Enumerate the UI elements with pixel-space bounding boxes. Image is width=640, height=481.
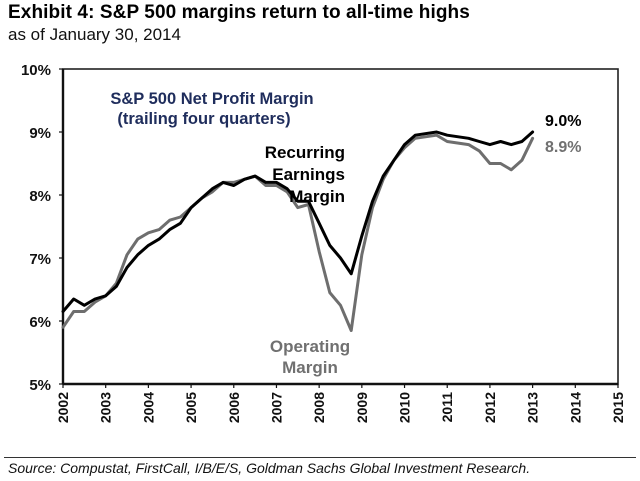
chart-title: S&P 500 Net Profit Margin — [110, 90, 313, 108]
x-tick-label: 2011 — [439, 392, 455, 423]
y-tick-label: 10% — [21, 62, 51, 79]
x-tick-label: 2012 — [482, 392, 498, 423]
exhibit-title: Exhibit 4: S&P 500 margins return to all… — [8, 2, 470, 23]
recurring-earnings-label: Margin — [289, 187, 345, 206]
x-tick-label: 2010 — [397, 392, 413, 423]
operating-margin-line — [61, 133, 535, 332]
operating-end-value: 8.9% — [545, 139, 581, 156]
chart-subtitle: (trailing four quarters) — [117, 110, 290, 128]
x-tick-label: 2015 — [610, 392, 626, 423]
x-tick-label: 2003 — [98, 392, 114, 423]
y-tick-label: 7% — [29, 251, 51, 268]
x-tick-label: 2007 — [268, 392, 284, 423]
x-tick-label: 2013 — [525, 392, 541, 423]
source-note: Source: Compustat, FirstCall, I/B/E/S, G… — [8, 460, 531, 476]
y-tick-label: 6% — [29, 314, 51, 331]
x-tick-label: 2002 — [55, 392, 71, 423]
x-tick-label: 2004 — [140, 392, 156, 423]
x-tick-label: 2005 — [183, 392, 199, 423]
x-tick-label: 2009 — [354, 392, 370, 423]
recurring-earnings-line — [61, 130, 535, 313]
recurring-earnings-label: Earnings — [272, 165, 345, 184]
series-lines — [61, 130, 535, 332]
operating-margin-label: Margin — [282, 358, 338, 377]
y-tick-label: 5% — [29, 377, 51, 394]
axes: 5% 6% 7% 8% 9% 10% 2002 2003 2004 2005 2006 2007 200… — [21, 62, 626, 423]
recurring-earnings-label: Recurring — [265, 143, 345, 162]
recurring-end-value: 9.0% — [545, 113, 581, 130]
y-tick-label: 8% — [29, 188, 51, 205]
y-tick-label: 9% — [29, 125, 51, 142]
operating-margin-label: Operating — [270, 337, 350, 356]
x-tick-label: 2014 — [567, 392, 583, 423]
x-tick-label: 2008 — [311, 392, 327, 423]
x-tick-label: 2006 — [226, 392, 242, 423]
source-divider — [4, 457, 636, 458]
annotations: Recurring Earnings Margin Operating Margin 9.… — [265, 113, 582, 377]
exhibit-date: as of January 30, 2014 — [8, 25, 181, 44]
